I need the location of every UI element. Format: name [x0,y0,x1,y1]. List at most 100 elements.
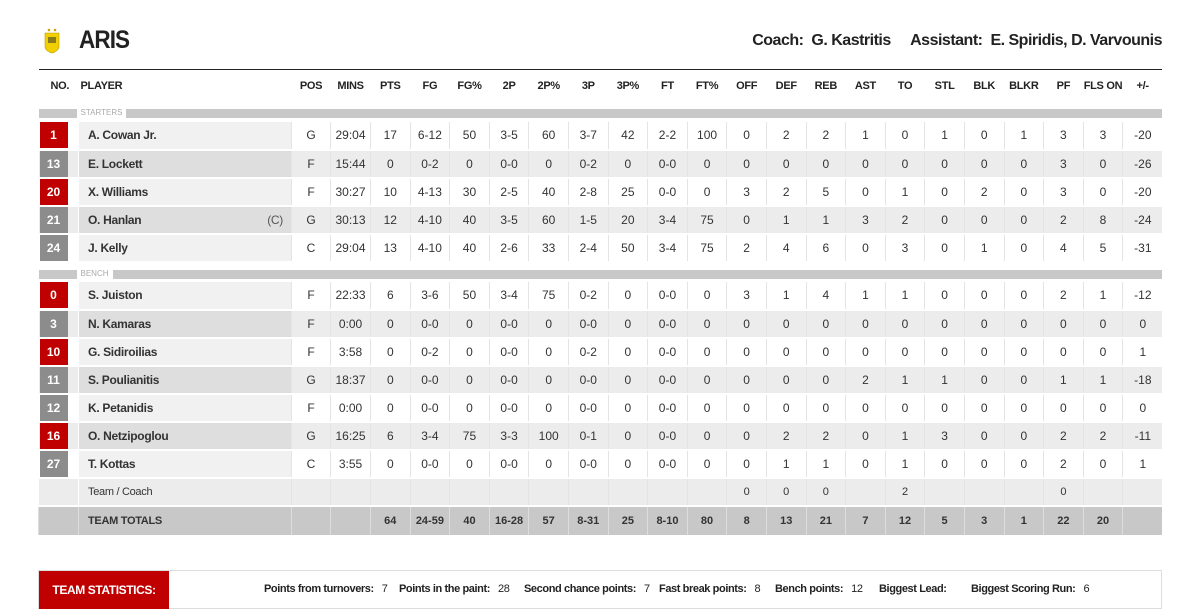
stat-cell [924,477,965,507]
player-name[interactable]: S. Juiston [88,288,143,302]
player-row[interactable]: 0 S. Juiston F 22:33 6 3-6 50 3-4 75 0-2 0 0-0 0 3 1 4 1… [38,281,1163,311]
stat-pf: 3 [1043,177,1084,207]
stat-reb: 0 [805,393,846,423]
stat-reb: 6 [805,233,846,263]
column-header[interactable]: DEF [775,79,797,92]
stat--: -20 [1122,177,1163,207]
stat-pf: 2 [1043,205,1084,235]
stat-pf: 2 [1043,449,1084,479]
player-row[interactable]: 12 K. Petanidis F 0:00 0 0-0 0 0-0 0 0-0 0 0-0 0 0 0 0 0… [38,393,1163,423]
column-header[interactable]: 2P% [537,79,561,92]
column-header[interactable]: PF [1056,79,1071,92]
stat-2p-: 60 [528,121,569,151]
column-header[interactable]: FT [661,79,674,92]
player-row[interactable]: 10 G. Sidiroilias F 3:58 0 0-2 0 0-0 0 0-2 0 0-0 0 0 0… [38,337,1163,367]
player-row[interactable]: 13 E. Lockett F 15:44 0 0-2 0 0-0 0 0-2 0 0-0 0 0 0 0 0 0… [38,149,1163,179]
stat-ast: 0 [845,337,886,367]
column-header[interactable]: STL [934,79,955,92]
player-name-cell[interactable]: S. Juiston [78,281,292,311]
player-name[interactable]: X. Williams [88,184,148,199]
player-name-cell[interactable]: T. Kottas [78,449,292,479]
stat-3p-: 0 [607,449,648,479]
stat-pts: 12 [370,205,411,235]
player-row[interactable]: 16 O. Netzipoglou G 16:25 6 3-4 75 3-3 100 0-1 0 0-… [38,421,1163,451]
column-header[interactable]: AST [854,79,876,92]
player-name-cell[interactable]: K. Petanidis [78,393,292,423]
stat-stl: 1 [924,121,965,151]
stat-cell [1082,477,1123,507]
stat-ft: 0-0 [647,149,688,179]
stat-blk: 0 [963,449,1004,479]
player-row[interactable]: 24 J. Kelly C 29:04 13 4-10 40 2-6 33 2-4 50 3-4 75 2… [38,233,1163,263]
stat-to: 1 [884,177,925,207]
player-name[interactable]: T. Kottas [88,456,136,471]
column-header[interactable]: 3P [581,79,595,92]
number-cell: 27 [38,449,79,479]
player-name[interactable]: J. Kelly [88,240,128,255]
number-cell: 10 [38,337,79,367]
stat-cell [686,477,727,507]
player-name-cell[interactable]: X. Williams [78,177,292,207]
player-name-cell[interactable]: J. Kelly [78,233,292,263]
stat-to: 1 [884,365,925,395]
player-name-cell[interactable]: E. Lockett [78,149,292,179]
player-name-cell[interactable]: N. Kamaras [78,309,292,339]
stat--: -24 [1122,205,1163,235]
stat-ast: 1 [845,121,886,151]
column-header[interactable]: 2P [502,79,516,92]
column-header[interactable]: 3P% [616,79,640,92]
player-name[interactable]: O. Hanlan [88,212,142,227]
player-row[interactable]: 21 O. Hanlan (C) G 30:13 12 4-10 40 3-5 60 1-5 20 3-… [38,205,1163,235]
column-header[interactable]: NO. [50,79,70,92]
stat-blkr: 0 [1003,365,1044,395]
stat-fls-on: 1 [1082,281,1123,311]
stat-off: 0 [726,149,767,179]
column-header[interactable]: BLKR [1009,79,1039,92]
stat-fls-on: 0 [1082,177,1123,207]
team-stat-label: Fast break points: [659,583,747,595]
stat--: -31 [1122,233,1163,263]
column-header[interactable]: MINS [337,79,364,92]
player-row[interactable]: 1 A. Cowan Jr. G 29:04 17 6-12 50 3-5 60 3-7 42 2-2… [38,121,1163,151]
player-name-cell[interactable]: G. Sidiroilias [78,337,292,367]
player-name-cell[interactable]: S. Poulianitis [78,365,292,395]
player-row[interactable]: 3 N. Kamaras F 0:00 0 0-0 0 0-0 0 0-0 0 0-0 0 0 0 0 0 0 0 0… [38,309,1163,339]
column-header[interactable]: FG% [457,79,482,92]
player-name[interactable]: K. Petanidis [88,400,154,415]
player-name[interactable]: S. Poulianitis [88,372,160,387]
column-header[interactable]: POS [299,79,323,92]
stat-blk: 0 [963,281,1004,311]
stat-ft: 0-0 [647,309,688,339]
stat-2p: 0-0 [488,393,529,423]
column-header[interactable]: BLK [973,79,996,92]
column-header[interactable]: FT% [695,79,719,92]
team-stat-label: Biggest Scoring Run: [971,583,1076,595]
stat-off: 0 [726,393,767,423]
stat-cell [330,505,371,537]
stat-ft-: 75 [686,205,727,235]
player-name[interactable]: A. Cowan Jr. [88,128,157,142]
column-header[interactable]: FLS ON [1083,79,1123,92]
player-name[interactable]: G. Sidiroilias [88,344,158,359]
player-row[interactable]: 27 T. Kottas C 3:55 0 0-0 0 0-0 0 0-0 0 0-0 0 0 1 1 0 1 0 0… [38,449,1163,479]
player-name[interactable]: O. Netzipoglou [88,428,169,443]
stat-pos: F [291,177,331,207]
column-header[interactable]: PTS [380,79,401,92]
player-name[interactable]: N. Kamaras [88,316,152,331]
column-header[interactable]: TO [897,79,913,92]
stat-2p-: 0 [528,309,569,339]
stat-cell: 80 [686,505,727,537]
column-header[interactable]: REB [814,79,838,92]
player-name-cell[interactable]: O. Netzipoglou [78,421,292,451]
stat-blk: 0 [963,121,1004,151]
column-header[interactable]: +/- [1136,79,1149,92]
column-header[interactable]: OFF [736,79,758,92]
player-name-cell[interactable]: O. Hanlan (C) [78,205,292,235]
player-name[interactable]: E. Lockett [88,156,143,171]
column-header[interactable]: PLAYER [80,79,123,92]
player-row[interactable]: 20 X. Williams F 30:27 10 4-13 30 2-5 40 2-8 25 0-0… [38,177,1163,207]
column-header[interactable]: FG [422,79,438,92]
player-row[interactable]: 11 S. Poulianitis G 18:37 0 0-0 0 0-0 0 0-0 0 0-0 0 0… [38,365,1163,395]
stat-pos: F [291,393,331,423]
player-name-cell[interactable]: A. Cowan Jr. [78,121,292,151]
